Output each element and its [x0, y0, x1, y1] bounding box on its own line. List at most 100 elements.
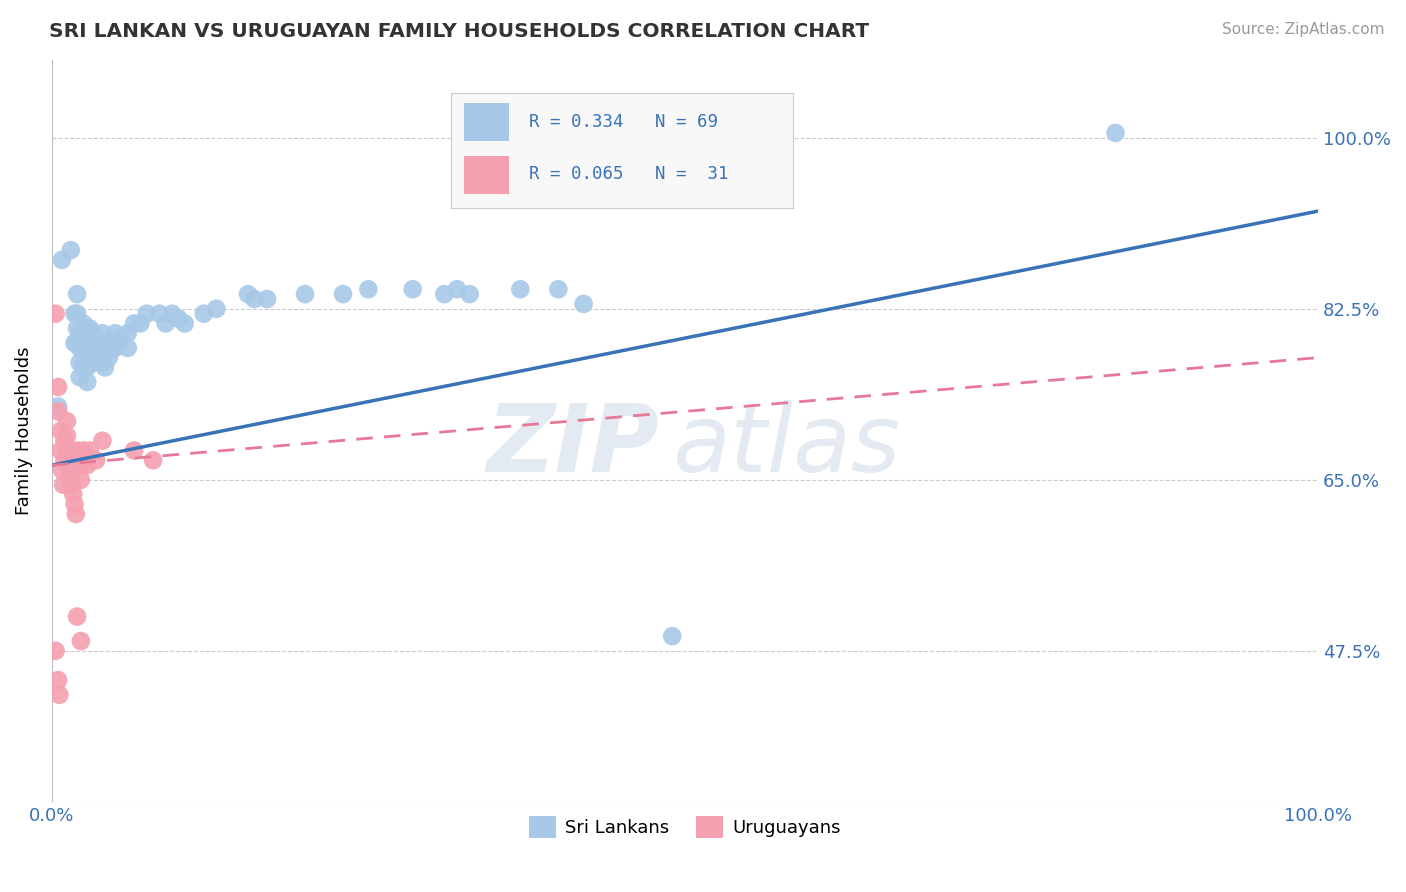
Point [59, 243, 82, 257]
Point [51, 463, 73, 477]
Point [661, 629, 683, 643]
Point [76, 345, 98, 359]
Point [193, 307, 215, 321]
Point [69, 326, 91, 341]
Point [547, 282, 569, 296]
Point [63, 336, 86, 351]
Point [122, 443, 145, 458]
Point [89, 336, 111, 351]
Point [572, 297, 595, 311]
Point [94, 345, 117, 359]
Point [104, 341, 127, 355]
Point [167, 311, 190, 326]
Point [243, 292, 266, 306]
Point [122, 317, 145, 331]
Point [91, 355, 114, 369]
Point [117, 326, 139, 341]
Point [294, 287, 316, 301]
Point [91, 341, 114, 355]
Point [79, 443, 101, 458]
Point [63, 307, 86, 321]
Point [69, 341, 91, 355]
Point [48, 688, 70, 702]
Point [70, 634, 93, 648]
Point [46, 380, 69, 394]
Point [69, 355, 91, 369]
Point [129, 317, 152, 331]
Point [58, 458, 80, 472]
Point [56, 414, 79, 428]
Point [45, 644, 67, 658]
Point [72, 331, 94, 345]
Point [69, 370, 91, 384]
Point [79, 321, 101, 335]
Point [91, 434, 114, 448]
Point [49, 424, 72, 438]
Point [60, 477, 83, 491]
Point [76, 360, 98, 375]
Point [66, 443, 89, 458]
Point [89, 351, 111, 365]
Point [46, 400, 69, 414]
Point [83, 341, 105, 355]
Point [148, 307, 170, 321]
Point [45, 307, 67, 321]
Point [46, 673, 69, 687]
Point [66, 307, 89, 321]
Point [155, 317, 177, 331]
Y-axis label: Family Households: Family Households [15, 347, 32, 516]
Point [236, 287, 259, 301]
Point [58, 443, 80, 458]
Point [332, 287, 354, 301]
Point [117, 341, 139, 355]
Point [83, 326, 105, 341]
Legend: Sri Lankans, Uruguayans: Sri Lankans, Uruguayans [522, 809, 848, 846]
Point [97, 336, 120, 351]
Point [46, 404, 69, 418]
Point [72, 345, 94, 359]
Point [79, 351, 101, 365]
Point [110, 331, 132, 345]
Point [402, 282, 425, 296]
Point [72, 317, 94, 331]
Point [97, 351, 120, 365]
Point [142, 453, 165, 467]
Point [458, 287, 481, 301]
Point [65, 507, 87, 521]
Point [357, 282, 380, 296]
Point [83, 355, 105, 369]
Point [104, 326, 127, 341]
Point [101, 341, 124, 355]
Point [51, 252, 73, 267]
Point [72, 360, 94, 375]
Point [84, 453, 107, 467]
Point [52, 477, 75, 491]
Point [94, 360, 117, 375]
Point [173, 317, 195, 331]
Point [160, 307, 183, 321]
Point [63, 497, 86, 511]
Point [62, 487, 84, 501]
Point [76, 331, 98, 345]
Point [59, 467, 82, 482]
Text: Source: ZipAtlas.com: Source: ZipAtlas.com [1222, 22, 1385, 37]
Point [509, 282, 531, 296]
Point [53, 434, 76, 448]
Point [1104, 126, 1126, 140]
Point [135, 307, 157, 321]
Point [49, 443, 72, 458]
Point [205, 301, 228, 316]
Point [66, 287, 89, 301]
Point [76, 458, 98, 472]
Point [91, 326, 114, 341]
Point [433, 287, 456, 301]
Point [84, 331, 107, 345]
Text: atlas: atlas [672, 401, 900, 491]
Point [66, 321, 89, 335]
Point [76, 375, 98, 389]
Point [84, 345, 107, 359]
Point [66, 336, 89, 351]
Point [56, 429, 79, 443]
Point [79, 336, 101, 351]
Point [72, 443, 94, 458]
